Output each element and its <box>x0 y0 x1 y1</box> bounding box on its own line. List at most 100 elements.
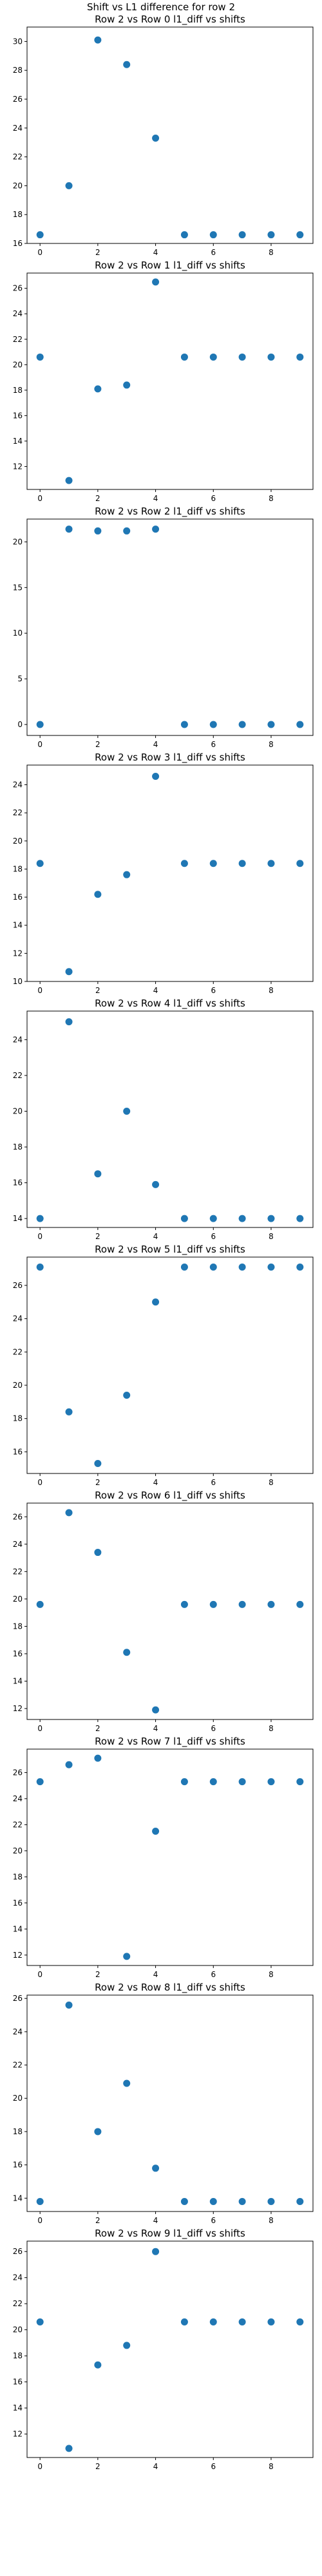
x-tick-label: 2 <box>95 1724 100 1733</box>
subplot-2: Row 2 vs Row 2 l1_diff vs shifts 0 2 4 6 8 0 5 1… <box>13 506 314 749</box>
data-point <box>209 353 217 361</box>
x-tick-label: 6 <box>211 740 216 749</box>
data-point <box>296 1215 304 1222</box>
y-tick-label: 20 <box>13 181 23 190</box>
x-tick-label: 6 <box>211 1724 216 1733</box>
x-tick-label: 0 <box>37 1478 43 1487</box>
data-point <box>123 2342 131 2349</box>
data-point <box>152 134 160 142</box>
y-tick-label: 20 <box>13 360 23 369</box>
x-tick-label: 0 <box>37 1724 43 1733</box>
y-tick-label: 20 <box>13 1595 23 1604</box>
y-tick-label: 30 <box>13 37 23 46</box>
y-tick-label: 12 <box>13 1704 23 1713</box>
y-tick-label: 22 <box>13 335 23 344</box>
y-tick-label: 14 <box>13 437 23 446</box>
x-tick-label: 8 <box>269 740 274 749</box>
x-tick-label: 2 <box>95 2462 100 2471</box>
y-tick-label: 18 <box>13 386 23 395</box>
data-point <box>94 1459 102 1467</box>
data-point <box>94 891 102 898</box>
data-point <box>209 231 217 239</box>
y-tick-label: 24 <box>13 1540 23 1549</box>
data-point <box>36 2318 44 2325</box>
x-tick-label: 4 <box>153 2216 158 2225</box>
x-tick-label: 8 <box>269 1232 274 1241</box>
x-tick-label: 4 <box>153 494 158 503</box>
data-point <box>180 231 188 239</box>
y-tick-label: 24 <box>13 1314 23 1323</box>
data-point <box>238 1778 246 1786</box>
data-point <box>152 1706 160 1714</box>
axes-frame <box>26 1010 314 1228</box>
y-tick-label: 26 <box>13 1768 23 1777</box>
y-tick-label: 16 <box>13 411 23 420</box>
data-point <box>152 772 160 780</box>
data-point <box>180 2197 188 2205</box>
data-point <box>152 278 160 286</box>
y-tick-label: 24 <box>13 124 23 133</box>
data-point <box>267 353 275 361</box>
data-point <box>296 2197 304 2205</box>
subplot-title: Row 2 vs Row 4 l1_diff vs shifts <box>95 998 245 1010</box>
data-point <box>94 1549 102 1557</box>
y-tick-label: 20 <box>13 1846 23 1855</box>
data-point <box>180 721 188 728</box>
data-point <box>152 526 160 533</box>
data-point <box>180 353 188 361</box>
data-point <box>94 36 102 44</box>
data-point <box>123 1108 131 1115</box>
data-point <box>267 2318 275 2325</box>
y-tick-label: 20 <box>13 1107 23 1116</box>
data-point <box>296 1600 304 1608</box>
data-point <box>123 1392 131 1399</box>
data-point <box>94 385 102 393</box>
data-point <box>65 182 73 189</box>
data-point <box>209 1600 217 1608</box>
axes-frame <box>26 26 314 244</box>
data-point <box>209 860 217 867</box>
x-tick-label: 4 <box>153 986 158 995</box>
y-tick-label: 20 <box>13 537 23 546</box>
x-tick-label: 0 <box>37 1970 43 1979</box>
y-tick-label: 16 <box>13 1447 23 1456</box>
data-point <box>180 2318 188 2325</box>
y-tick-label: 12 <box>13 949 23 958</box>
data-point <box>65 2002 73 2009</box>
y-tick-label: 24 <box>13 781 23 790</box>
data-point <box>238 721 246 728</box>
x-tick-label: 0 <box>37 986 43 995</box>
y-tick-label: 16 <box>13 1179 23 1188</box>
data-point <box>65 1018 73 1026</box>
x-tick-label: 2 <box>95 1970 100 1979</box>
y-tick-label: 16 <box>13 893 23 902</box>
axes-frame <box>26 1748 314 1966</box>
x-tick-label: 8 <box>269 248 274 257</box>
x-tick-label: 2 <box>95 740 100 749</box>
data-point <box>94 2361 102 2369</box>
data-point <box>123 61 131 68</box>
subplot-title: Row 2 vs Row 5 l1_diff vs shifts <box>95 1244 245 1256</box>
data-point <box>238 1600 246 1608</box>
axes-frame <box>26 518 314 736</box>
data-point <box>209 2318 217 2325</box>
x-tick-label: 6 <box>211 248 216 257</box>
axes-frame <box>26 764 314 982</box>
axes-frame <box>26 272 314 490</box>
data-point <box>65 1509 73 1517</box>
x-tick-label: 8 <box>269 2462 274 2471</box>
data-point <box>238 2197 246 2205</box>
data-point <box>238 231 246 239</box>
data-point <box>94 2128 102 2136</box>
data-point <box>267 860 275 867</box>
data-point <box>296 2318 304 2325</box>
x-tick-label: 6 <box>211 1232 216 1241</box>
data-point <box>36 1778 44 1786</box>
y-tick-label: 14 <box>13 921 23 930</box>
data-point <box>267 231 275 239</box>
